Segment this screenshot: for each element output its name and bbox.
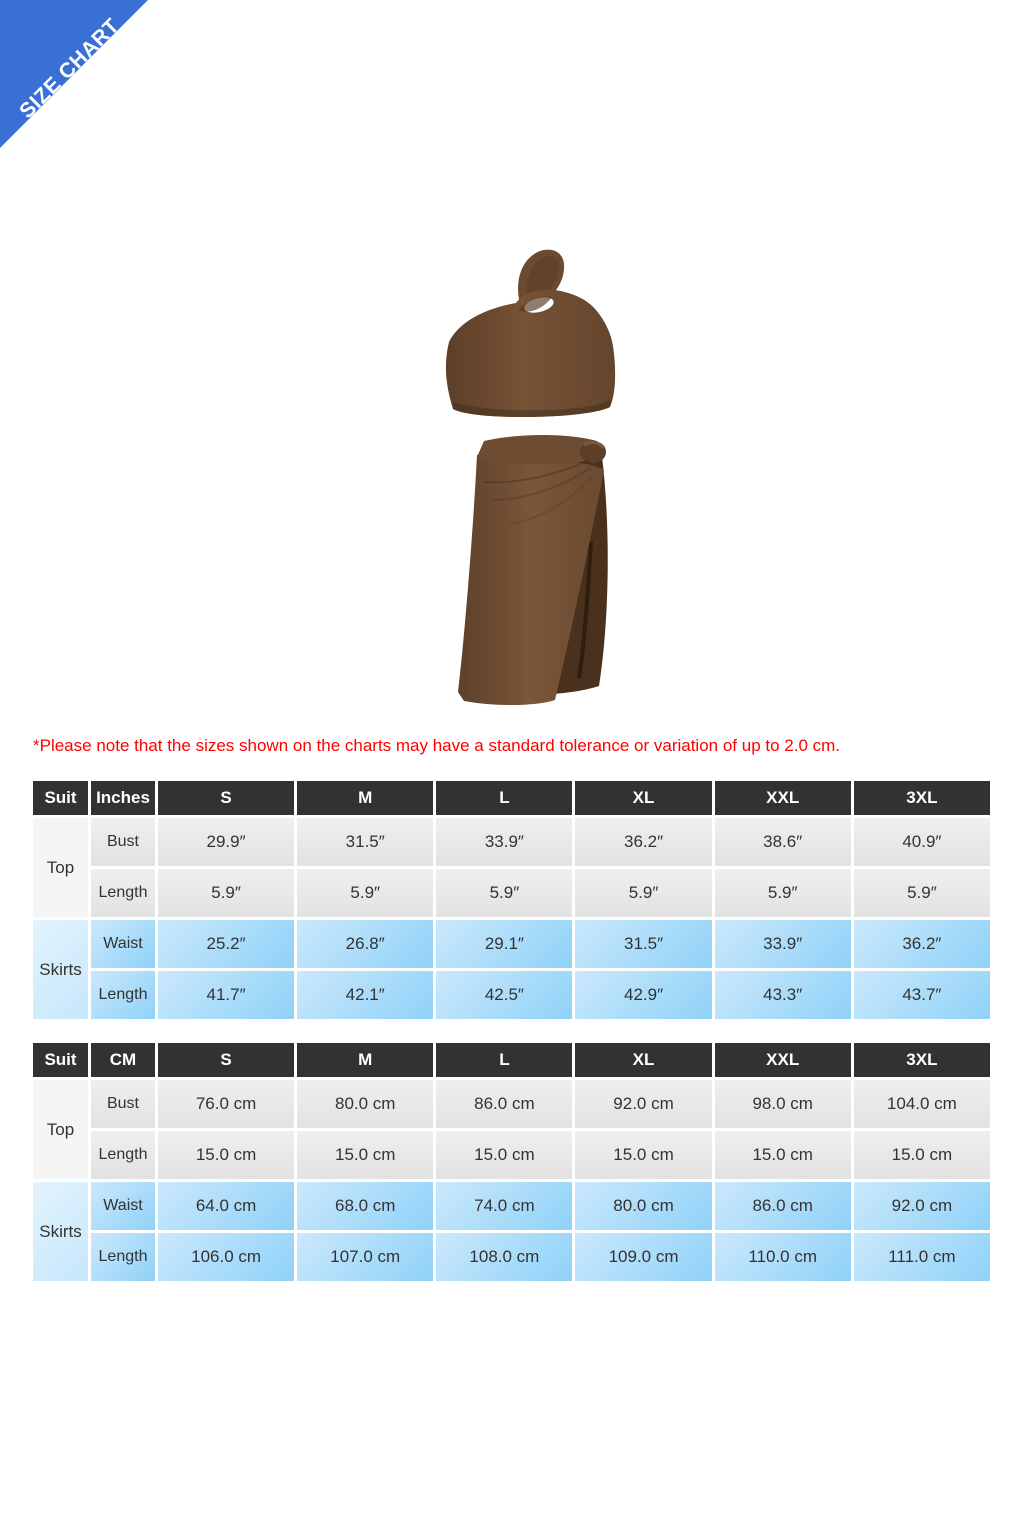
table-row: Length 15.0 cm 15.0 cm 15.0 cm 15.0 cm 1… [33,1131,990,1179]
product-image [0,0,1024,722]
unit-header: CM [91,1043,155,1077]
cell-value: 15.0 cm [297,1131,434,1179]
cell-value: 76.0 cm [158,1080,295,1128]
cell-value: 110.0 cm [714,1233,851,1281]
table-row: Length 5.9″ 5.9″ 5.9″ 5.9″ 5.9″ 5.9″ [33,869,990,917]
size-header-m: M [297,781,434,815]
size-header-xxl: XXL [714,781,851,815]
cell-value: 36.2″ [853,920,990,968]
cell-value: 15.0 cm [158,1131,295,1179]
cell-value: 80.0 cm [297,1080,434,1128]
cell-value: 29.9″ [158,818,295,866]
size-header-l: L [436,1043,573,1077]
suit-header: Suit [33,1043,88,1077]
product-outfit-illustration [445,249,616,706]
header-row: Suit Inches S M L XL XXL 3XL [33,781,990,815]
cell-value: 80.0 cm [575,1182,712,1230]
size-header-3xl: 3XL [853,781,990,815]
cell-value: 5.9″ [853,869,990,917]
suit-header: Suit [33,781,88,815]
cell-value: 25.2″ [158,920,295,968]
cell-value: 43.3″ [714,971,851,1019]
table-row: Length 106.0 cm 107.0 cm 108.0 cm 109.0 … [33,1233,990,1281]
cell-value: 31.5″ [575,920,712,968]
cell-value: 104.0 cm [853,1080,990,1128]
cell-value: 98.0 cm [714,1080,851,1128]
cell-value: 33.9″ [436,818,573,866]
cell-value: 5.9″ [714,869,851,917]
cell-value: 36.2″ [575,818,712,866]
table-row: Skirts Waist 64.0 cm 68.0 cm 74.0 cm 80.… [33,1182,990,1281]
cell-value: 5.9″ [575,869,712,917]
row-label-waist: Waist [91,1182,155,1230]
size-header-m: M [297,1043,434,1077]
cell-value: 111.0 cm [853,1233,990,1281]
cell-value: 31.5″ [297,818,434,866]
cell-value: 86.0 cm [436,1080,573,1128]
cell-value: 107.0 cm [297,1233,434,1281]
cell-value: 109.0 cm [575,1233,712,1281]
cell-value: 33.9″ [714,920,851,968]
group-name-top: Top [33,818,88,917]
size-table-cm: Suit CM S M L XL XXL 3XL Top Bust 76.0 c… [30,1040,993,1284]
unit-header: Inches [91,781,155,815]
cell-value: 42.5″ [436,971,573,1019]
cell-value: 40.9″ [853,818,990,866]
group-name-top: Top [33,1080,88,1179]
cell-value: 15.0 cm [436,1131,573,1179]
table-row: Skirts Waist 25.2″ 26.8″ 29.1″ 31.5″ 33.… [33,920,990,1019]
cell-value: 26.8″ [297,920,434,968]
cell-value: 42.1″ [297,971,434,1019]
cell-value: 106.0 cm [158,1233,295,1281]
cell-value: 5.9″ [297,869,434,917]
cell-value: 29.1″ [436,920,573,968]
cell-value: 15.0 cm [714,1131,851,1179]
cell-value: 43.7″ [853,971,990,1019]
cell-value: 38.6″ [714,818,851,866]
cell-value: 5.9″ [436,869,573,917]
row-label-length: Length [91,1131,155,1179]
size-chart-ribbon [0,0,148,148]
cell-value: 64.0 cm [158,1182,295,1230]
cell-value: 41.7″ [158,971,295,1019]
cell-value: 92.0 cm [575,1080,712,1128]
cell-value: 108.0 cm [436,1233,573,1281]
header-row: Suit CM S M L XL XXL 3XL [33,1043,990,1077]
size-header-3xl: 3XL [853,1043,990,1077]
cell-value: 15.0 cm [575,1131,712,1179]
size-header-xl: XL [575,781,712,815]
row-label-length: Length [91,1233,155,1281]
group-name-skirts: Skirts [33,920,88,1019]
cell-value: 42.9″ [575,971,712,1019]
table-row: Top Bust 29.9″ 31.5″ 33.9″ 36.2″ 38.6″ 4… [33,818,990,917]
cell-value: 5.9″ [158,869,295,917]
row-label-length: Length [91,971,155,1019]
size-header-xl: XL [575,1043,712,1077]
group-name-skirts: Skirts [33,1182,88,1281]
size-header-s: S [158,781,295,815]
table-row: Length 41.7″ 42.1″ 42.5″ 42.9″ 43.3″ 43.… [33,971,990,1019]
row-label-bust: Bust [91,818,155,866]
row-label-length: Length [91,869,155,917]
cell-value: 74.0 cm [436,1182,573,1230]
table-row: Top Bust 76.0 cm 80.0 cm 86.0 cm 92.0 cm… [33,1080,990,1179]
size-header-s: S [158,1043,295,1077]
tolerance-note: *Please note that the sizes shown on the… [33,736,841,755]
cell-value: 15.0 cm [853,1131,990,1179]
cell-value: 86.0 cm [714,1182,851,1230]
row-label-waist: Waist [91,920,155,968]
row-label-bust: Bust [91,1080,155,1128]
size-header-l: L [436,781,573,815]
size-header-xxl: XXL [714,1043,851,1077]
cell-value: 68.0 cm [297,1182,434,1230]
cell-value: 92.0 cm [853,1182,990,1230]
size-table-inches: Suit Inches S M L XL XXL 3XL Top Bust 29… [30,778,993,1022]
